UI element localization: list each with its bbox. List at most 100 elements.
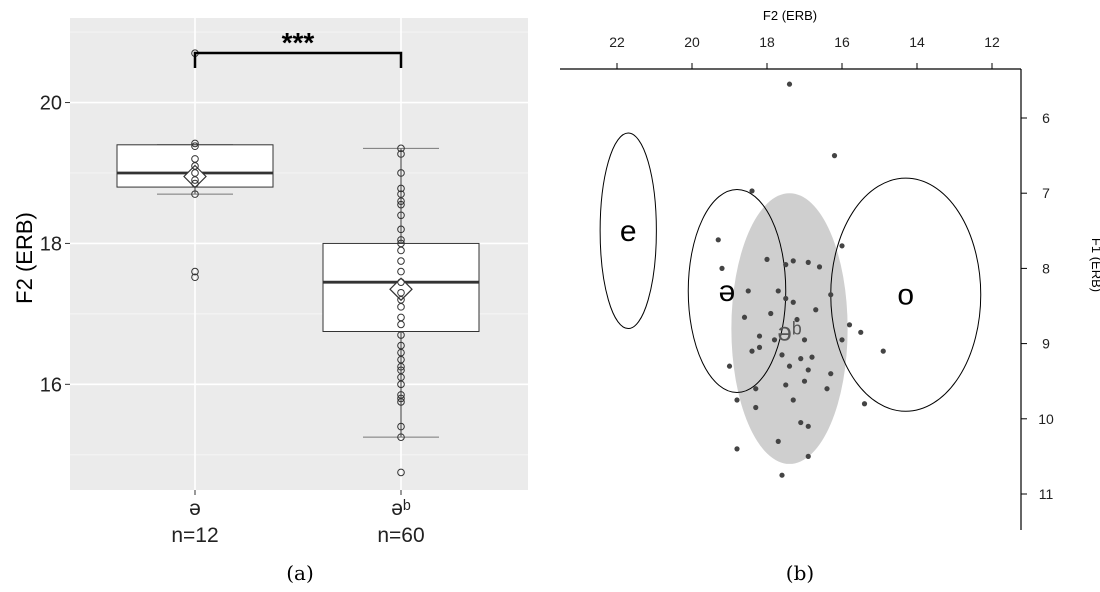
data-point xyxy=(397,267,405,276)
points xyxy=(191,49,405,477)
ellipse-labels: e ə o əᵇ xyxy=(620,215,914,347)
data-point xyxy=(790,299,796,305)
data-point xyxy=(191,139,199,148)
data-point xyxy=(786,363,793,369)
data-point xyxy=(719,265,725,271)
data-point xyxy=(397,236,405,244)
data-point xyxy=(783,382,789,388)
data-point xyxy=(753,404,759,411)
data-point xyxy=(831,153,838,159)
ellipse-label: əᵇ xyxy=(777,317,801,347)
data-point xyxy=(801,378,808,384)
data-point xyxy=(753,386,759,392)
data-point xyxy=(397,144,405,153)
data-point xyxy=(397,468,405,477)
data-point xyxy=(809,354,815,360)
y-tick-label: 16 xyxy=(40,374,62,396)
y-tick-label: 11 xyxy=(1039,486,1054,502)
x-axis: 22 20 18 16 14 12 xyxy=(609,34,1000,69)
y-axis: 16 18 20 xyxy=(40,93,70,396)
panel-a-boxplot: 16 18 20 ə n=12 əᵇ n=60 *** F2 (ERB) (a) xyxy=(12,18,528,585)
x-tick-label: 22 xyxy=(609,34,625,50)
x-count-label: n=60 xyxy=(377,524,424,547)
data-point xyxy=(805,367,811,373)
data-point xyxy=(397,225,405,234)
panel-a-label: (a) xyxy=(286,561,314,585)
x-tick-label: əᵇ xyxy=(391,497,411,520)
data-point xyxy=(734,446,740,452)
data-point xyxy=(798,356,804,362)
data-point xyxy=(775,438,781,444)
data-point xyxy=(783,262,789,268)
data-point xyxy=(824,386,830,392)
data-point xyxy=(191,176,199,184)
data-point xyxy=(764,256,770,262)
x-tick-label: 12 xyxy=(984,34,1000,50)
data-point xyxy=(191,267,199,276)
data-point xyxy=(397,184,405,193)
data-point xyxy=(726,363,733,369)
data-point xyxy=(397,257,405,265)
data-point xyxy=(839,243,845,249)
data-point xyxy=(805,259,811,265)
y-tick-label: 9 xyxy=(1042,336,1050,352)
data-point xyxy=(828,371,834,377)
data-point xyxy=(191,190,199,198)
x-tick-label: 18 xyxy=(759,34,775,50)
data-point xyxy=(790,397,796,403)
data-point xyxy=(397,246,405,255)
ellipse-label: o xyxy=(897,279,914,312)
significance-label: *** xyxy=(282,27,315,58)
x-axis: ə n=12 əᵇ n=60 xyxy=(171,490,425,547)
data-point xyxy=(801,337,808,343)
data-point xyxy=(786,81,793,87)
data-point xyxy=(790,258,796,264)
data-point xyxy=(397,169,405,177)
data-point xyxy=(880,348,886,354)
filled-ellipse xyxy=(731,193,848,464)
y-tick-label: 10 xyxy=(1038,411,1054,427)
data-point xyxy=(397,380,405,389)
y-axis: 6 7 8 9 10 11 xyxy=(1021,110,1054,502)
x-tick-label: 14 xyxy=(909,34,925,50)
data-point xyxy=(756,344,763,350)
data-point xyxy=(397,200,405,209)
panel-b-label: (b) xyxy=(786,561,814,585)
data-point xyxy=(397,320,405,329)
data-point xyxy=(756,333,763,339)
data-point xyxy=(846,322,853,328)
data-point xyxy=(397,422,405,431)
y-tick-label: 7 xyxy=(1042,185,1050,201)
y-tick-label: 18 xyxy=(40,233,62,255)
x-axis-title: F2 (ERB) xyxy=(763,8,817,23)
outline-ellipse xyxy=(687,188,787,393)
data-point xyxy=(794,316,800,323)
data-point xyxy=(749,348,755,354)
data-point xyxy=(191,179,199,188)
data-point xyxy=(397,433,405,441)
ellipses xyxy=(599,132,982,464)
data-point xyxy=(768,310,774,317)
data-point xyxy=(779,352,785,358)
data-point xyxy=(749,188,755,194)
data-point xyxy=(191,142,199,151)
data-point xyxy=(397,150,405,158)
data-point xyxy=(798,419,804,426)
data-point xyxy=(861,401,868,407)
data-point xyxy=(397,362,405,371)
data-point xyxy=(805,453,811,459)
y-axis-title: F2 (ERB) xyxy=(12,212,37,304)
data-point xyxy=(779,472,785,478)
data-point xyxy=(775,288,781,294)
data-point xyxy=(191,273,199,282)
y-axis-title: F1 (ERB) xyxy=(1089,238,1100,292)
data-point xyxy=(397,303,405,311)
data-point xyxy=(397,331,405,339)
data-point xyxy=(397,278,405,286)
data-point xyxy=(813,307,819,313)
data-point xyxy=(858,329,864,335)
panel-b-vowel-space: e ə o əᵇ 22 20 18 16 14 12 6 7 8 9 10 11 F2 (ERB) F1 … xyxy=(560,8,1100,585)
data-point xyxy=(741,314,748,320)
data-point xyxy=(397,398,405,406)
